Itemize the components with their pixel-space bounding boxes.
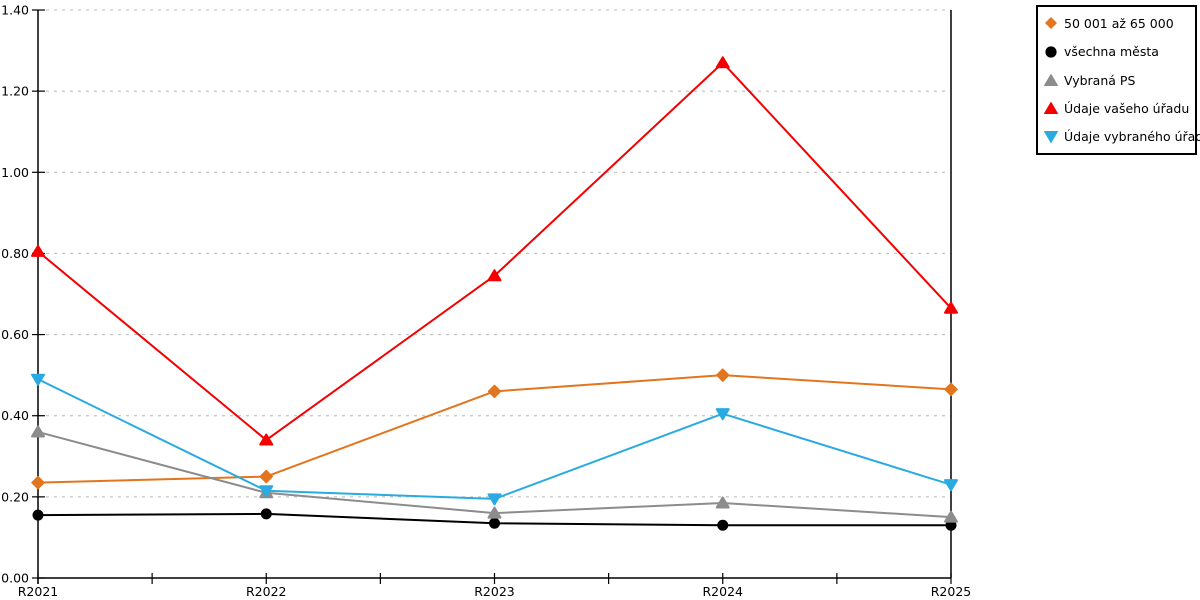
legend-item-label: Vybraná PS <box>1064 72 1136 88</box>
triangle-down-marker-icon <box>487 493 502 506</box>
y-tick-label: 0.20 <box>1 489 29 504</box>
triangle-up-marker-icon <box>259 433 274 446</box>
series-line <box>37 61 952 442</box>
diamond-marker-icon <box>487 384 502 399</box>
circle-marker-icon <box>260 508 272 520</box>
triangle-up-marker-icon <box>944 301 958 314</box>
y-tick-label: 0.40 <box>1 408 29 423</box>
x-tick-label: R2024 <box>703 584 744 599</box>
triangle-up-marker-icon <box>31 244 45 257</box>
triangle-down-marker-icon <box>715 408 730 421</box>
y-tick-label: 0.60 <box>1 327 29 342</box>
diamond-marker-icon <box>31 475 45 490</box>
x-tick-label: R2021 <box>18 584 59 599</box>
triangle-up-marker-icon <box>487 506 502 519</box>
triangle-up-marker-icon <box>31 425 45 438</box>
x-tick-label: R2025 <box>931 584 972 599</box>
diamond-marker-icon <box>944 382 958 397</box>
circle-marker-icon <box>489 517 500 529</box>
circle-marker-icon <box>1044 45 1058 59</box>
legend-item-label: 50 001 až 65 000 <box>1064 15 1174 31</box>
y-tick-label: 1.40 <box>1 3 29 18</box>
triangle-up-marker-icon <box>487 269 502 282</box>
y-tick-label: 1.00 <box>1 165 29 180</box>
triangle-up-marker-icon <box>715 56 730 69</box>
circle-marker-icon <box>717 519 729 531</box>
y-tick-label: 0.80 <box>1 246 29 261</box>
diamond-marker-icon <box>716 368 730 382</box>
triangle-down-marker-icon <box>944 479 958 492</box>
legend-item: 50 001 až 65 000 <box>1044 9 1191 37</box>
legend-item-label: všechna města <box>1064 44 1159 60</box>
diamond-marker-icon <box>259 469 273 484</box>
legend-item-label: Údaje vybraného úřadu <box>1064 129 1200 145</box>
legend-item: Údaje vašeho úřadu <box>1044 94 1191 122</box>
diamond-marker-icon <box>1044 16 1058 30</box>
triangle-up-marker-icon <box>1044 73 1058 87</box>
legend-item: všechna města <box>1044 37 1191 65</box>
legend-item: Vybraná PS <box>1044 66 1191 94</box>
triangle-up-marker-icon <box>1044 101 1058 115</box>
triangle-down-marker-icon <box>259 485 274 498</box>
x-tick-label: R2023 <box>474 584 515 599</box>
circle-marker-icon <box>32 509 44 521</box>
legend-item: Údaje vybraného úřadu <box>1044 123 1200 151</box>
y-tick-label: 1.20 <box>1 84 29 99</box>
x-tick-label: R2022 <box>246 584 287 599</box>
triangle-down-marker-icon <box>31 373 45 386</box>
y-tick-label: 0.00 <box>1 571 29 586</box>
triangle-up-marker-icon <box>715 496 730 509</box>
triangle-down-marker-icon <box>1044 130 1058 144</box>
triangle-up-marker-icon <box>944 510 958 523</box>
chart-legend: 50 001 až 65 000 všechna města Vybraná PS Ú… <box>1036 5 1200 155</box>
legend-item-label: Údaje vašeho úřadu <box>1064 100 1190 116</box>
